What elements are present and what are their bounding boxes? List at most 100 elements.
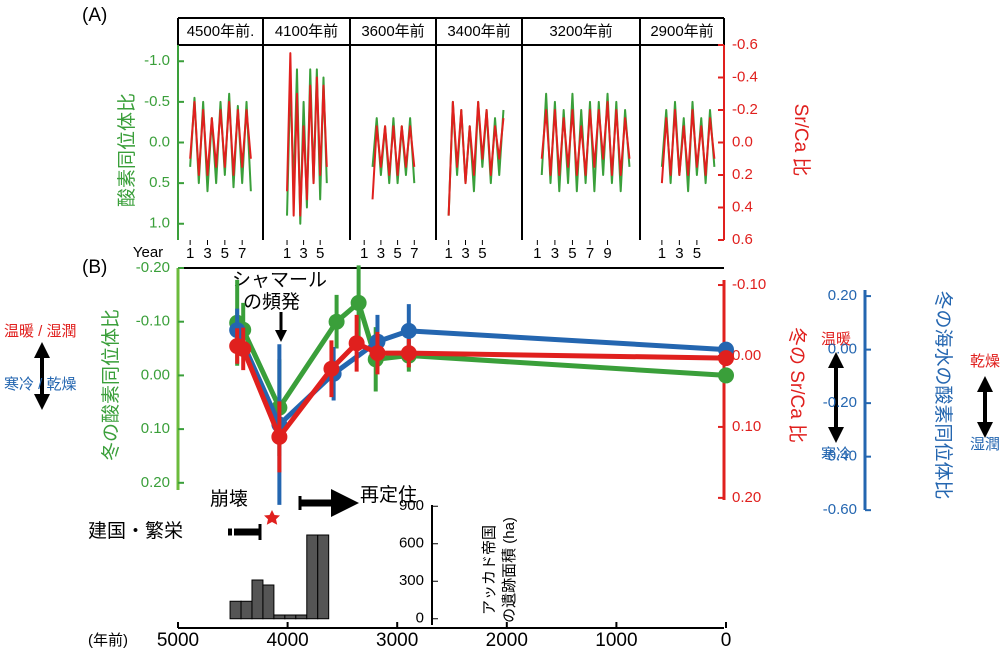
point	[400, 322, 417, 339]
x-tick-label: 5	[568, 245, 576, 262]
annotation: 温暖 / 湿潤	[4, 323, 77, 340]
y-tick-label: 0.20	[732, 489, 761, 506]
series-line	[189, 100, 252, 176]
y-tick-label: 0.4	[732, 198, 753, 215]
x-tick-label: 7	[586, 245, 594, 262]
x-tick-label: 1	[444, 245, 452, 262]
x-tick-label: 9	[603, 245, 611, 262]
annotation: 寒冷 / 乾燥	[4, 375, 77, 393]
hist-bar	[229, 600, 242, 620]
y-axis-label: 酸素同位体比	[116, 93, 138, 207]
y2-axis-label: Sr/Ca 比	[790, 104, 812, 177]
x-tick-label: 1	[658, 245, 666, 262]
y-tick-label: -0.40	[823, 448, 857, 465]
y-tick-label: 1.0	[149, 215, 170, 232]
x-tick-label: 5000	[157, 630, 199, 651]
series-line	[660, 109, 716, 184]
panel-title: 3200年前	[549, 23, 612, 40]
y-tick-label: 0.00	[141, 366, 170, 383]
collapse-star	[264, 510, 280, 525]
x-tick-label: 5	[478, 245, 486, 262]
x-tick-label: 5	[393, 245, 401, 262]
panel-label: (B)	[82, 257, 107, 278]
hist-tick-label: 300	[399, 572, 424, 589]
x-tick-label: 5	[316, 245, 324, 262]
y-tick-label: -0.4	[732, 68, 758, 85]
hist-bar	[284, 614, 297, 620]
x-tick-label: 3	[461, 245, 469, 262]
y-tick-label: 0.0	[149, 133, 170, 150]
hist-bar	[317, 534, 330, 620]
series-line	[371, 125, 416, 200]
y-tick-label: -0.10	[136, 313, 170, 330]
y-tick-label: 0.00	[828, 341, 857, 358]
panel-title: 2900年前	[650, 23, 713, 40]
x-tick-label: 5	[221, 245, 229, 262]
series-line	[540, 100, 631, 176]
panel-title: 3600年前	[361, 23, 424, 40]
annotation: 温暖	[821, 331, 851, 348]
point	[348, 335, 365, 352]
y-tick-label: -0.20	[823, 394, 857, 411]
point	[718, 367, 734, 384]
x-tick-label: 3	[299, 245, 307, 262]
x-axis-label: (年前)	[88, 632, 128, 649]
hist-bar	[306, 534, 319, 620]
annotation: シャマール	[232, 270, 327, 291]
hist-bar	[240, 600, 253, 620]
hist-bar	[251, 579, 264, 620]
annotation: 寒冷	[821, 445, 851, 463]
hist-bar	[295, 614, 308, 620]
y-tick-label: 0.0	[732, 133, 753, 150]
x-axis-label: Year	[133, 244, 163, 261]
x-tick-label: 1	[533, 245, 541, 262]
x-tick-label: 5	[693, 245, 701, 262]
hist-tick-label: 0	[416, 610, 424, 627]
hist-bar	[262, 584, 275, 620]
x-tick-label: 1000	[595, 630, 637, 651]
annotation: の頻発	[243, 291, 300, 313]
x-tick-label: 1	[283, 245, 291, 262]
panel-label: (A)	[82, 5, 107, 26]
point	[718, 350, 734, 367]
point	[323, 360, 340, 377]
y-tick-label: 0.6	[732, 231, 753, 248]
y-tick-label: -0.5	[144, 93, 170, 110]
annotation: 崩壊	[210, 488, 248, 510]
x-tick-label: 2000	[486, 630, 528, 651]
x-tick-label: 1	[360, 245, 368, 262]
hist-axis-label: アッカド帝国	[481, 525, 498, 615]
y-tick-label: 0.10	[141, 420, 170, 437]
annotation: 乾燥	[970, 353, 1000, 370]
y-tick-label: 0.5	[149, 174, 170, 191]
point	[400, 345, 417, 362]
y3-axis-label: 冬の海水の酸素同位体比	[932, 290, 954, 499]
point	[369, 345, 386, 362]
hist-tick-label: 900	[399, 497, 424, 514]
x-tick-label: 1	[186, 245, 194, 262]
point	[328, 313, 345, 330]
series-line	[286, 52, 328, 217]
hist-tick-label: 600	[399, 535, 424, 552]
panel-title: 4100年前	[275, 23, 338, 40]
annotation: 再定住	[360, 484, 417, 506]
series-line	[234, 328, 727, 428]
y-tick-label: -0.60	[823, 501, 857, 518]
point	[271, 428, 288, 445]
y2-axis-label: 冬の Sr/Ca 比	[786, 327, 808, 443]
y-tick-label: 0.00	[732, 347, 761, 364]
x-tick-label: 3	[377, 245, 385, 262]
y-tick-label: -0.10	[732, 276, 766, 293]
x-tick-label: 3	[551, 245, 559, 262]
y-tick-label: -0.20	[136, 259, 170, 276]
point	[235, 340, 252, 357]
series-line	[540, 92, 631, 193]
series-line	[189, 92, 252, 193]
x-tick-label: 7	[238, 245, 246, 262]
annotation: 建国・繁栄	[88, 520, 183, 542]
x-tick-label: 3	[203, 245, 211, 262]
series-line	[660, 100, 716, 193]
hist-axis-label: の遺跡面積 (ha)	[501, 517, 518, 623]
y-tick-label: 0.20	[141, 474, 170, 491]
x-tick-label: 3000	[376, 630, 418, 651]
